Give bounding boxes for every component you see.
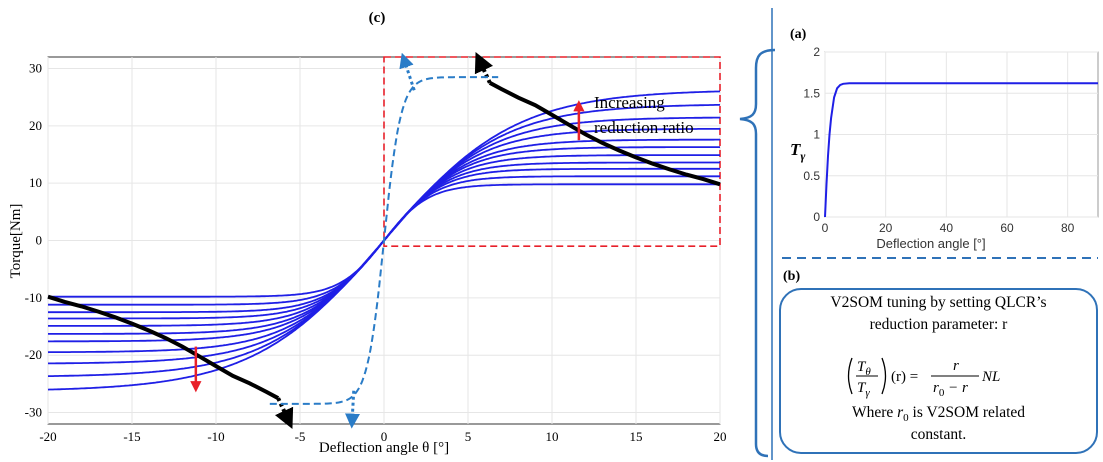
- chart-c-xtick-label: 5: [465, 429, 472, 444]
- chart-c-xtick-label: 0: [381, 429, 388, 444]
- chart-a-xtick-label: 0: [822, 221, 829, 235]
- formula-nl: NL: [981, 369, 1000, 385]
- annotation-line1: Increasing: [594, 93, 665, 112]
- chart-a-ytick-label: 0.5: [803, 169, 820, 183]
- info-line-2: reduction parameter: r: [869, 316, 1008, 333]
- chart-c-xtick-label: -10: [207, 429, 224, 444]
- chart-c-xlabel: Deflection angle θ [°]: [319, 440, 449, 456]
- formula-numerator: r: [953, 358, 959, 374]
- chart-c-ytick-label: 0: [36, 233, 43, 248]
- chart-a-xtick-label: 80: [1061, 221, 1075, 235]
- chart-a-xlabel: Deflection angle [°]: [876, 236, 985, 251]
- chart-c-xtick-label: -15: [123, 429, 140, 444]
- annotation-line2: reduction ratio: [594, 118, 694, 137]
- envelope-arrow-down: [274, 397, 294, 430]
- chart-a-ytick-label: 1: [813, 128, 820, 142]
- formula-denominator: r0 − r: [933, 380, 968, 399]
- envelope-positive: [488, 81, 721, 187]
- chart-c-ytick-label: 10: [29, 175, 42, 190]
- chart-a-grid: [824, 51, 1098, 218]
- formula-paren-left: [847, 357, 853, 395]
- highlight-region-rect: [383, 56, 721, 248]
- chart-c-ytick-label: -10: [25, 290, 42, 305]
- chart-a-curves: [824, 82, 1098, 218]
- chart-c-xtick-label: -5: [295, 429, 306, 444]
- envelope-negative: [47, 294, 280, 400]
- chart-c-arrows: [190, 100, 585, 393]
- formula: Tθ Tγ (r) = r r0 − r NL: [847, 357, 1000, 399]
- formula-r-eq: (r) =: [891, 369, 918, 385]
- chart-c-xtick-label: -20: [39, 429, 56, 444]
- panel-label-c: (c): [369, 10, 386, 26]
- chart-c-dashed-paths: [269, 52, 499, 429]
- chart-c-xtick-label: 10: [546, 429, 559, 444]
- chart-c-ytick-label: -30: [25, 405, 42, 420]
- chart-c-ytick-label: -20: [25, 347, 42, 362]
- formula-num-t: Tθ: [857, 359, 871, 378]
- chart-a-ytick-label: 2: [813, 45, 820, 59]
- chart-c-xtick-label: 15: [630, 429, 643, 444]
- chart-a-ytick-label: 0: [813, 210, 820, 224]
- chart-a-ytick-label: 1.5: [803, 86, 820, 100]
- info-box: V2SOM tuning by setting QLCR’s reduction…: [779, 288, 1098, 454]
- chart-c-xtick-label: 20: [714, 429, 727, 444]
- dashed-arrow-up: [399, 52, 416, 91]
- envelope-arrow-up: [474, 51, 494, 84]
- info-line-1: V2SOM tuning by setting QLCR’s: [830, 294, 1047, 311]
- chart-a-ylabel: Tγ: [790, 140, 805, 163]
- chart-c-ytick-label: 30: [29, 60, 42, 75]
- highlight-region-box: [383, 56, 721, 248]
- info-line-last: constant.: [910, 426, 967, 443]
- formula-den-t: Tγ: [857, 380, 870, 399]
- chart-c-ticks: -20 -15 -10 -5 0 5 10 15 20 30 20 10 0 -10 -20 -30: [25, 60, 727, 444]
- tgamma-curve: [824, 82, 1098, 218]
- chart-a-ticks: 0 20 40 60 80 2 1.5 1 0.5 0: [803, 45, 1074, 235]
- formula-paren-right: [881, 357, 887, 395]
- panel-label-a: (a): [790, 27, 807, 42]
- chart-a-xtick-label: 20: [879, 221, 893, 235]
- bracket-connector: [739, 48, 776, 458]
- chart-a-xtick-label: 40: [940, 221, 954, 235]
- stiff-limit-dashed-curve: [269, 76, 499, 405]
- chart-c-ylabel: Torque[Nm]: [8, 204, 24, 279]
- chart-a-xtick-label: 60: [1000, 221, 1014, 235]
- chart-c-ytick-label: 20: [29, 118, 42, 133]
- chart-c-envelope: [47, 51, 721, 430]
- info-line-where: Where r0 is V2SOM related: [851, 404, 1026, 425]
- dashed-arrow-down: [345, 390, 360, 429]
- panel-label-b: (b): [783, 269, 800, 284]
- tgamma-chart: (a) 0 20 40 60 80 2 1.5 1 0.5 0 Deflection angle …: [790, 27, 1099, 251]
